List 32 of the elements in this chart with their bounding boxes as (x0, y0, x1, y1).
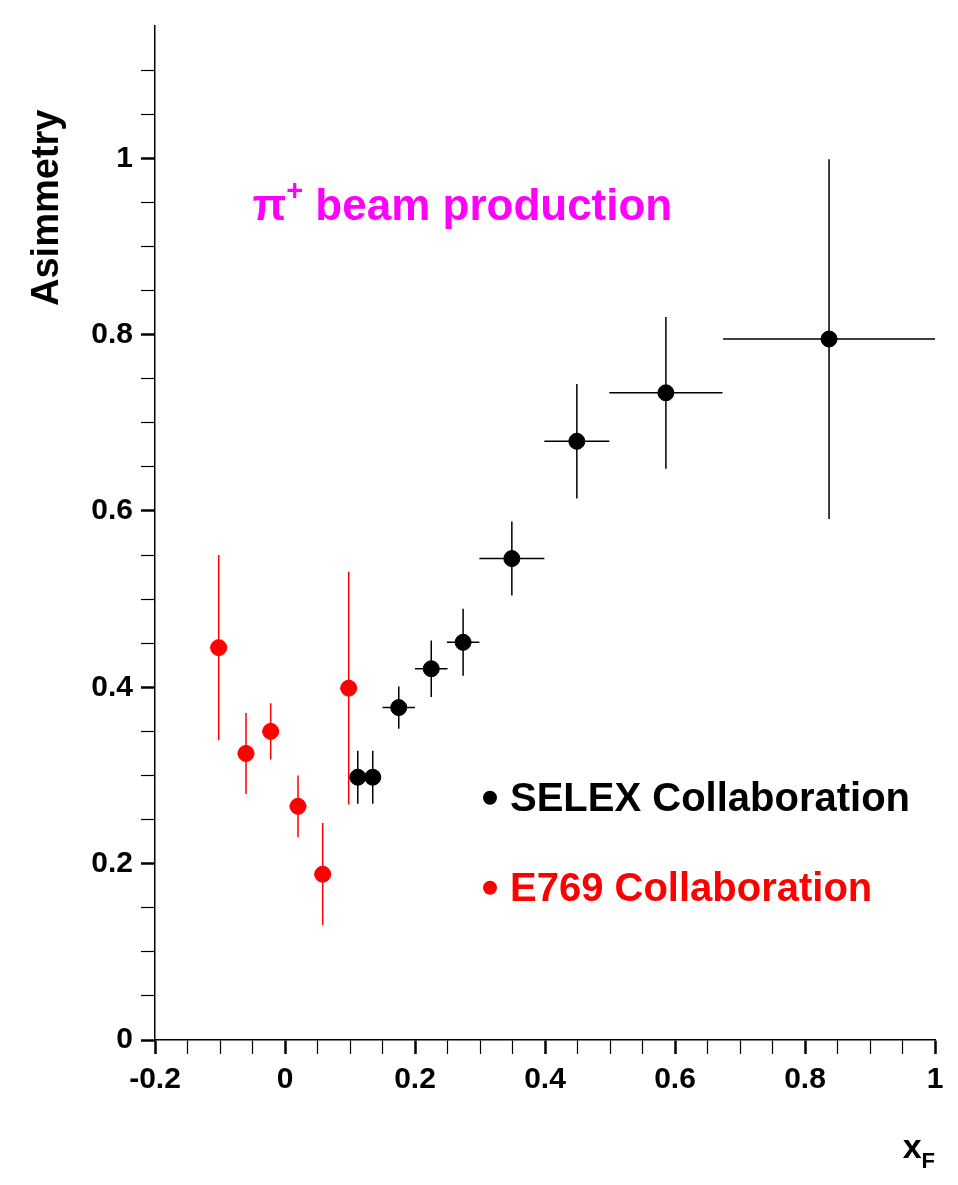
x-tick-label: -0.2 (129, 1061, 181, 1095)
legend-label: SELEX Collaboration (510, 774, 911, 819)
point (390, 699, 408, 717)
x-tick-label: 0 (276, 1061, 294, 1095)
x-tick-label: 0.6 (654, 1061, 696, 1095)
text: π+ beam production (252, 174, 673, 229)
y-tick-label: 0.2 (91, 844, 133, 878)
point (349, 768, 367, 786)
y-tick-label: 0.4 (91, 668, 134, 702)
x-tick-label: 0.2 (394, 1061, 436, 1095)
point (364, 768, 382, 786)
y-tick-label: 0 (116, 1021, 133, 1055)
point (820, 330, 838, 348)
point (262, 722, 280, 740)
point (237, 744, 255, 762)
y-tick-label: 1 (116, 139, 133, 173)
point (340, 679, 358, 697)
x-tick-label: 1 (926, 1061, 944, 1095)
point (657, 384, 675, 402)
x-tick-label: 0.4 (524, 1061, 567, 1095)
y-tick-label: 0.8 (91, 315, 133, 349)
point (289, 797, 307, 815)
point (568, 432, 586, 450)
point (454, 633, 472, 651)
point (503, 550, 521, 568)
legend-label: E769 Collaboration (510, 864, 873, 909)
point (210, 639, 228, 657)
y-tick-label: 0.6 (91, 492, 133, 526)
point (314, 865, 332, 883)
point (422, 660, 440, 678)
y-axis-title: Asimmetry (24, 109, 66, 306)
x-tick-label: 0.8 (784, 1061, 826, 1095)
